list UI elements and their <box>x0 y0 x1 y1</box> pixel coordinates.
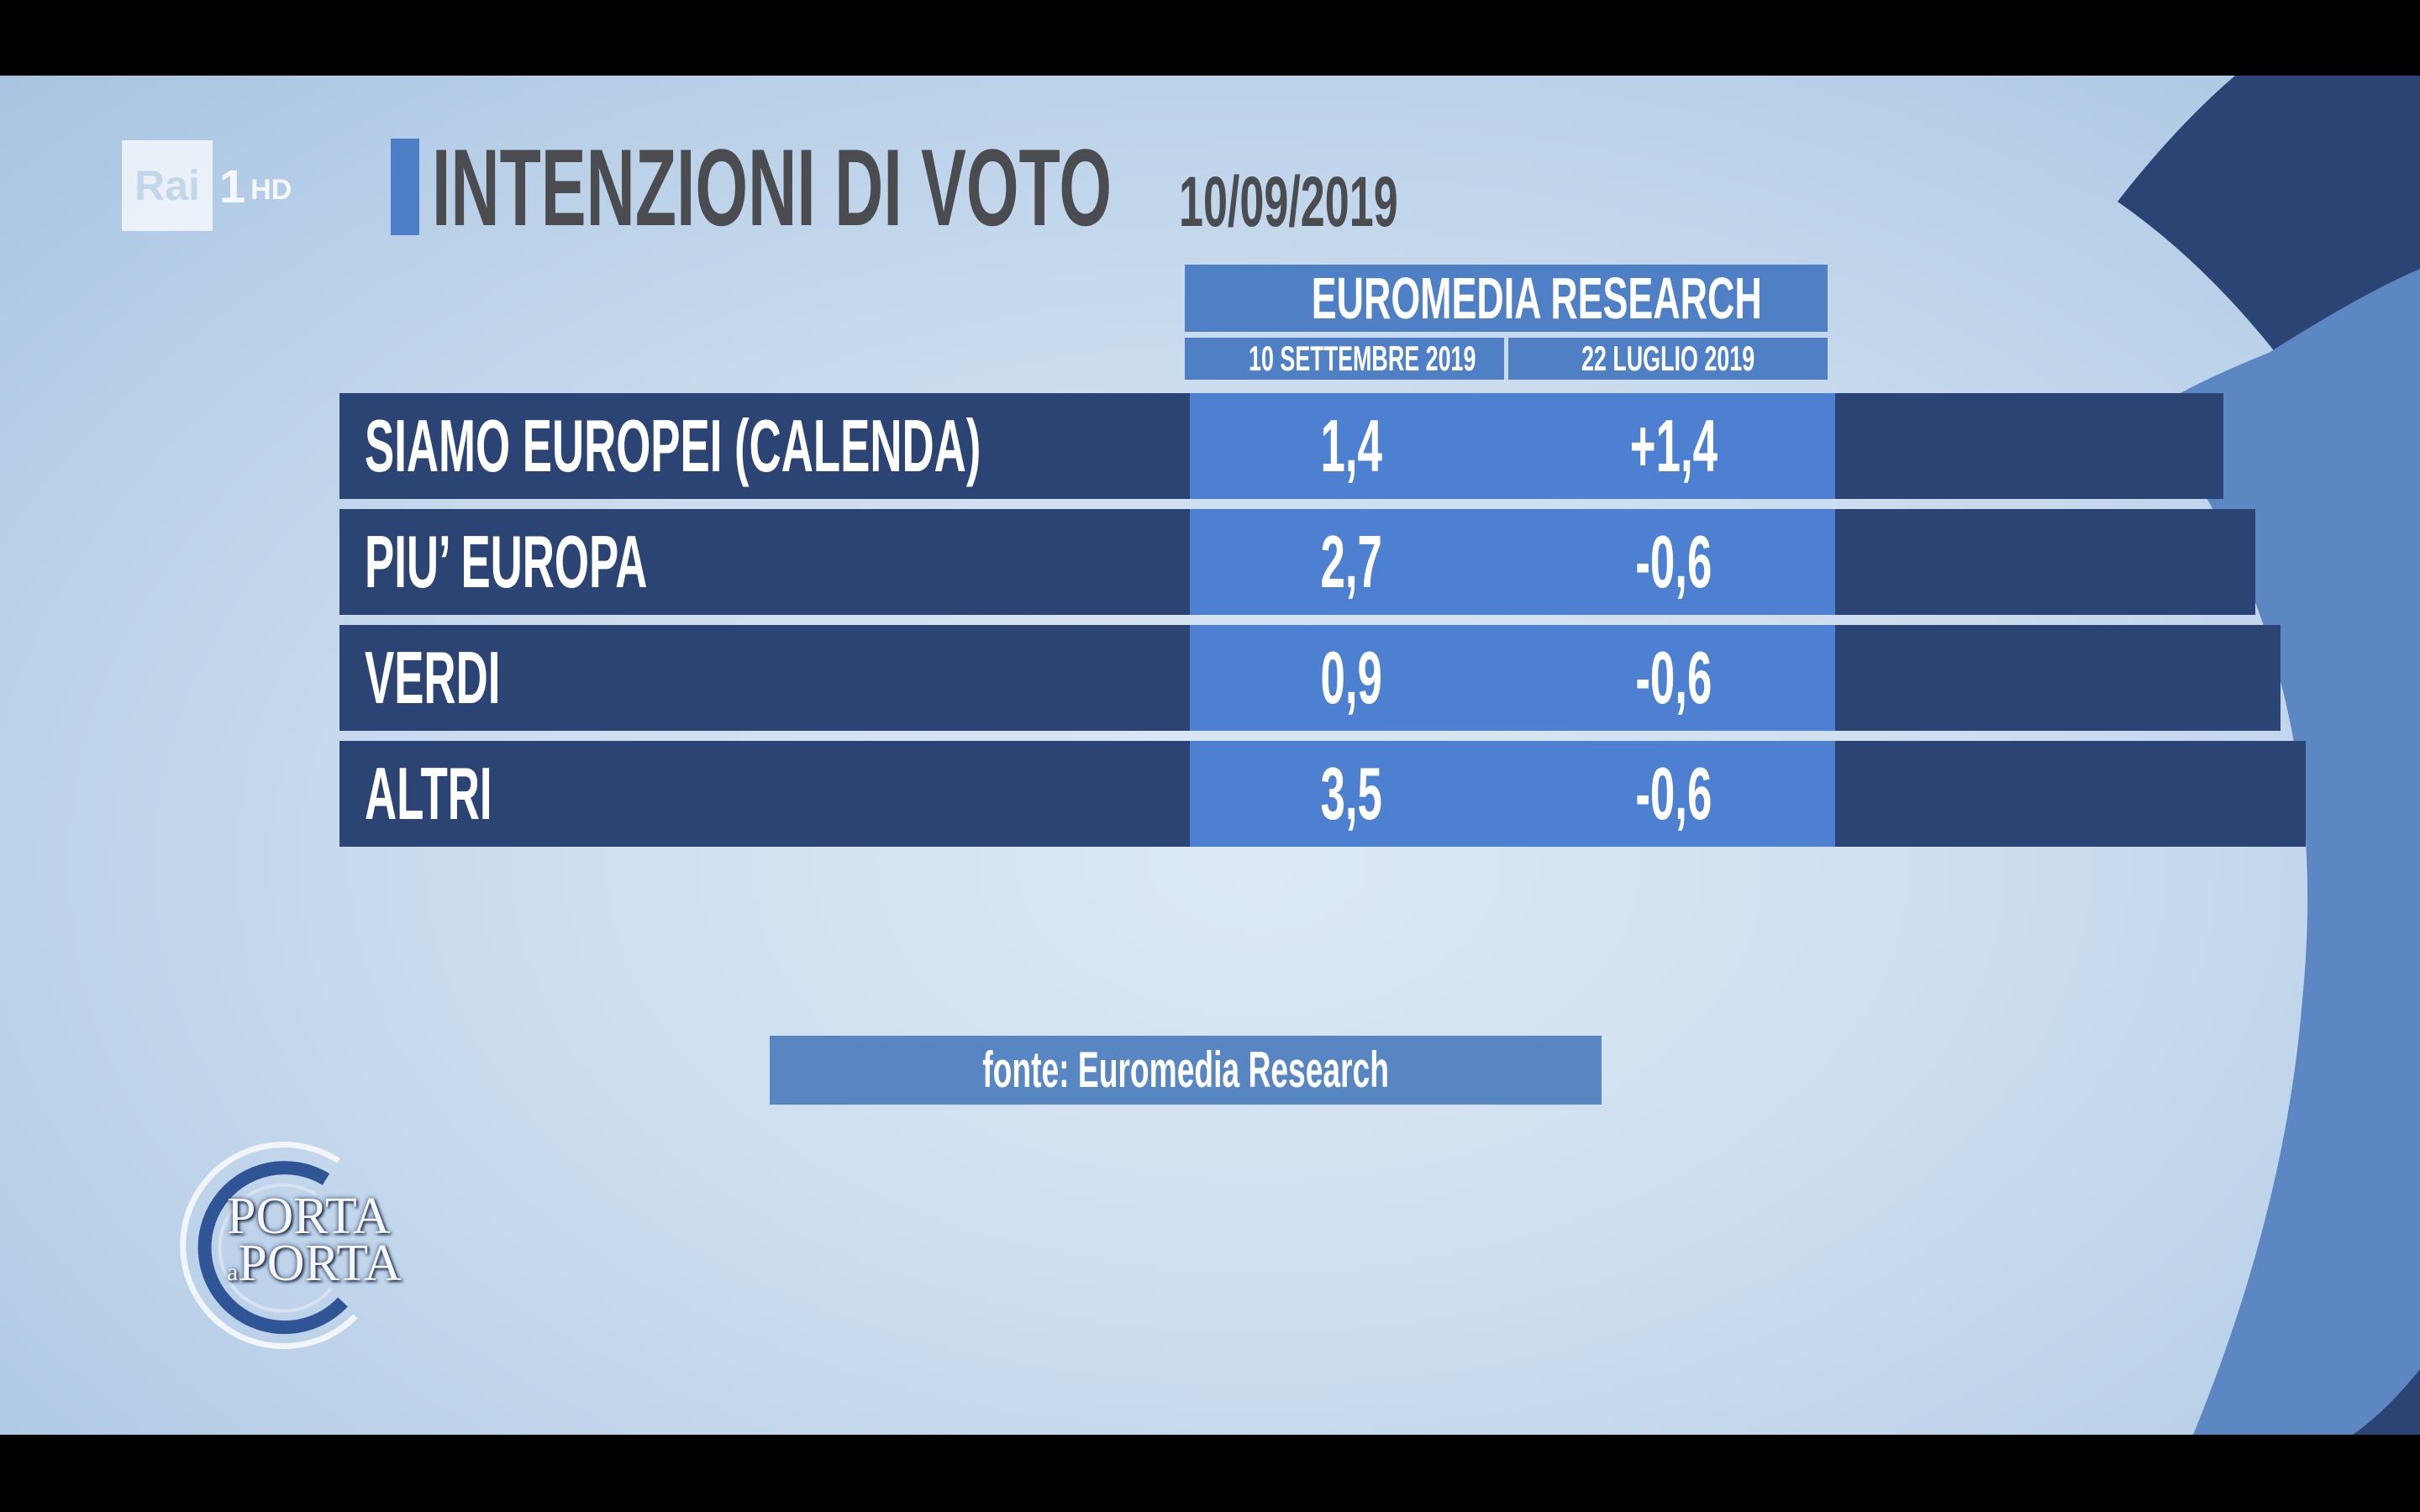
row-label-text: PIU’ EUROPA <box>365 520 648 603</box>
row-value-current: 3,5 <box>1190 741 1512 847</box>
row-value-current: 0,9 <box>1190 625 1512 731</box>
row-value-change: -0,6 <box>1512 509 1835 615</box>
letterbox-top <box>0 0 2420 76</box>
value-text: 3,5 <box>1320 752 1382 835</box>
column-header-current: 10 SETTEMBRE 2019 <box>1185 338 1504 380</box>
title-date: 10/09/2019 <box>1179 162 1532 241</box>
row-highlight-band <box>1190 509 1835 615</box>
show-logo-connector: a <box>227 1258 239 1286</box>
row-highlight-band <box>1190 393 1835 499</box>
table-row: PIU’ EUROPA 2,7 -0,6 <box>339 509 2255 615</box>
column-header-text: 22 LUGLIO 2019 <box>1581 339 1755 378</box>
show-logo-ring-icon <box>180 1142 358 1350</box>
table-row: ALTRI 3,5 -0,6 <box>339 741 2306 847</box>
value-text: 2,7 <box>1320 520 1382 603</box>
row-label: VERDI <box>365 625 591 731</box>
channel-quality: HD <box>250 173 292 206</box>
row-value-current: 2,7 <box>1190 509 1512 615</box>
page-title-text: INTENZIONI DI VOTO <box>432 126 1113 249</box>
value-text: -0,6 <box>1635 636 1712 719</box>
letterbox-bottom <box>0 1435 2420 1512</box>
row-value-change: -0,6 <box>1512 625 1835 731</box>
row-label-text: SIAMO EUROPEI (CALENDA) <box>365 404 981 487</box>
broadcast-frame: Rai 1 HD INTENZIONI DI VOTO 10/09/2019 E… <box>0 76 2420 1435</box>
table-row: VERDI 0,9 -0,6 <box>339 625 2281 731</box>
row-value-change: -0,6 <box>1512 741 1835 847</box>
page-title: INTENZIONI DI VOTO <box>432 133 1528 242</box>
channel-brand: Rai <box>134 162 200 209</box>
decorative-curves <box>2118 76 2420 1435</box>
column-header-previous: 22 LUGLIO 2019 <box>1508 338 1828 380</box>
title-accent-bar <box>391 139 419 235</box>
channel-number: 1 <box>219 159 246 213</box>
row-label: ALTRI <box>365 741 577 847</box>
column-header-text: 10 SETTEMBRE 2019 <box>1249 339 1476 378</box>
source-note-text: fonte: Euromedia Research <box>982 1042 1389 1098</box>
show-logo: PORTA aPORTA <box>227 1188 429 1296</box>
rai-logo-icon: Rai <box>122 140 213 231</box>
row-label-text: ALTRI <box>365 752 492 835</box>
channel-logo: Rai 1 HD <box>122 139 292 233</box>
title-date-text: 10/09/2019 <box>1179 162 1398 241</box>
value-text: 0,9 <box>1320 636 1382 719</box>
row-label: PIU’ EUROPA <box>365 509 836 615</box>
table-row: SIAMO EUROPEI (CALENDA) 1,4 +1,4 <box>339 393 2223 499</box>
value-text: -0,6 <box>1635 520 1712 603</box>
column-source-header: EUROMEDIA RESEARCH <box>1185 265 1828 332</box>
value-text: -0,6 <box>1635 752 1712 835</box>
show-logo-line1: PORTA <box>227 1188 391 1245</box>
source-note: fonte: Euromedia Research <box>770 1036 1602 1105</box>
row-value-change: +1,4 <box>1512 393 1835 499</box>
row-highlight-band <box>1190 625 1835 731</box>
row-highlight-band <box>1190 741 1835 847</box>
source-header-text: EUROMEDIA RESEARCH <box>1311 265 1762 331</box>
value-text: +1,4 <box>1629 404 1718 487</box>
show-logo-line2: PORTA <box>238 1235 402 1292</box>
row-label-text: VERDI <box>365 636 501 719</box>
row-value-current: 1,4 <box>1190 393 1512 499</box>
row-label: SIAMO EUROPEI (CALENDA) <box>365 393 1392 499</box>
value-text: 1,4 <box>1320 404 1382 487</box>
